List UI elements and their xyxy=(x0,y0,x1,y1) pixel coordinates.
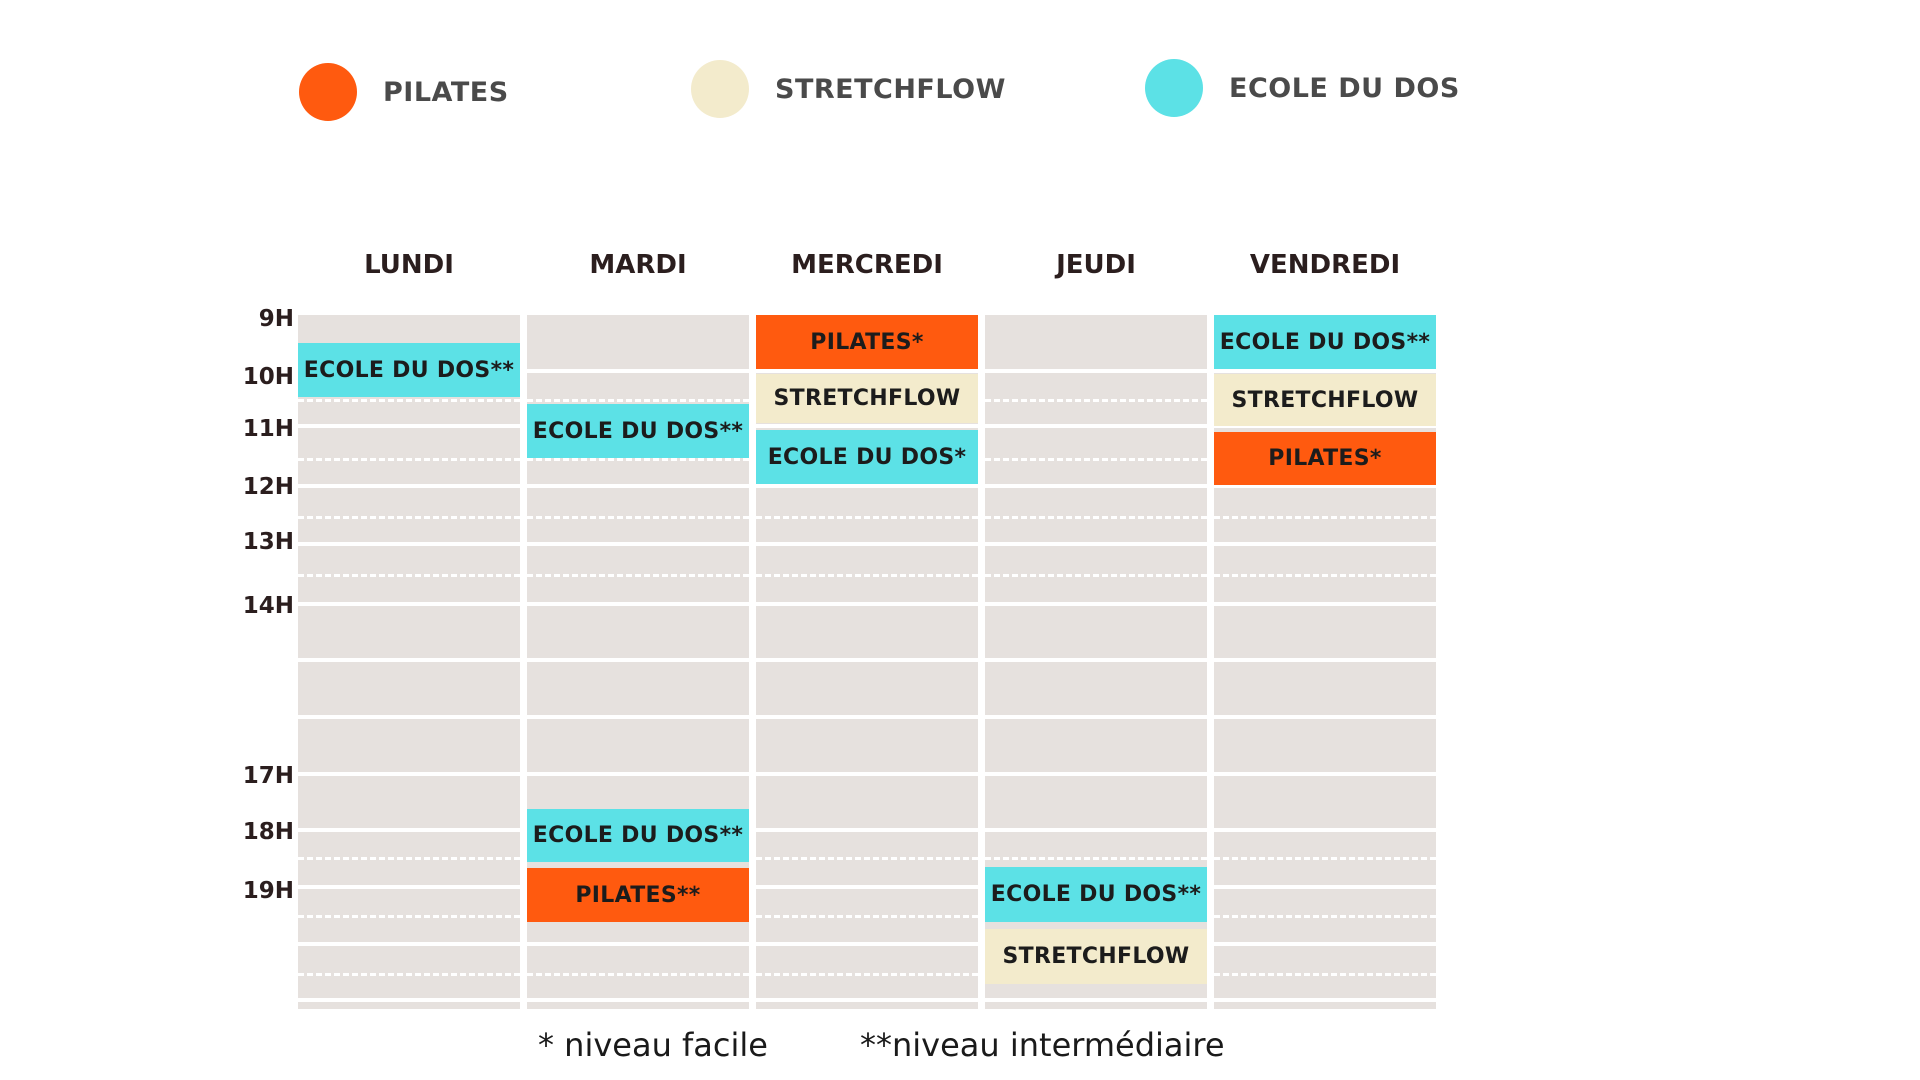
event-label: STRETCHFLOW xyxy=(1231,387,1419,413)
legend-ecole-du-dos-label: ECOLE DU DOS xyxy=(1229,72,1460,104)
event-label: STRETCHFLOW xyxy=(1002,944,1190,969)
event-vendredi-stretchflow[interactable]: STRETCHFLOW xyxy=(1214,374,1436,426)
event-label: PILATES* xyxy=(1268,446,1382,471)
event-mardi-pilates[interactable]: PILATES** xyxy=(527,868,749,922)
day-header-jeudi: JEUDI xyxy=(1056,250,1136,280)
day-column-vendredi: ECOLE DU DOS** STRETCHFLOW PILATES* xyxy=(1214,315,1436,1009)
event-label: ECOLE DU DOS** xyxy=(532,418,744,444)
event-mardi-ecole-du-dos-morning[interactable]: ECOLE DU DOS** xyxy=(527,404,749,458)
hour-label-19h: 19H xyxy=(242,878,294,904)
legend-ecole-du-dos: ECOLE DU DOS xyxy=(1145,59,1460,117)
hour-label-11h: 11H xyxy=(242,416,294,442)
event-label: PILATES* xyxy=(810,329,924,355)
hour-label-10h: 10H xyxy=(242,364,294,390)
legend-stretchflow: STRETCHFLOW xyxy=(691,60,1006,118)
legend-stretchflow-dot xyxy=(691,60,749,118)
legend-ecole-du-dos-dot xyxy=(1145,59,1203,117)
hour-label-13h: 13H xyxy=(242,529,294,555)
hour-label-12h: 12H xyxy=(242,474,294,500)
footnote-intermediate: **niveau intermédiaire xyxy=(860,1026,1225,1064)
event-label: PILATES** xyxy=(575,882,701,908)
event-mardi-ecole-du-dos-evening[interactable]: ECOLE DU DOS** xyxy=(527,809,749,862)
event-mercredi-pilates[interactable]: PILATES* xyxy=(756,315,978,369)
event-mercredi-stretchflow[interactable]: STRETCHFLOW xyxy=(756,374,978,423)
event-label: ECOLE DU DOS** xyxy=(990,882,1202,907)
event-vendredi-pilates[interactable]: PILATES* xyxy=(1214,432,1436,485)
hour-label-17h: 17H xyxy=(242,763,294,789)
day-header-lundi: LUNDI xyxy=(364,250,454,280)
day-header-mercredi: MERCREDI xyxy=(791,250,943,280)
footnote-easy: * niveau facile xyxy=(538,1026,768,1064)
legend-pilates-label: PILATES xyxy=(383,76,509,108)
legend-pilates-dot xyxy=(299,63,357,121)
event-jeudi-stretchflow[interactable]: STRETCHFLOW xyxy=(985,929,1207,984)
event-label: STRETCHFLOW xyxy=(773,386,961,411)
event-label: ECOLE DU DOS** xyxy=(532,823,744,848)
day-column-jeudi: ECOLE DU DOS** STRETCHFLOW xyxy=(985,315,1207,1009)
event-mercredi-ecole-du-dos[interactable]: ECOLE DU DOS* xyxy=(756,430,978,484)
hour-label-14h: 14H xyxy=(242,593,294,619)
event-label: ECOLE DU DOS* xyxy=(767,444,967,470)
day-header-mardi: MARDI xyxy=(589,250,687,280)
day-column-lundi: ECOLE DU DOS** xyxy=(298,315,520,1009)
hour-label-9h: 9H xyxy=(258,306,294,332)
event-label: ECOLE DU DOS** xyxy=(303,357,515,383)
event-jeudi-ecole-du-dos[interactable]: ECOLE DU DOS** xyxy=(985,867,1207,922)
hour-label-18h: 18H xyxy=(242,819,294,845)
event-lundi-ecole-du-dos[interactable]: ECOLE DU DOS** xyxy=(298,343,520,397)
day-header-vendredi: VENDREDI xyxy=(1249,250,1401,280)
day-column-mardi: ECOLE DU DOS** ECOLE DU DOS** PILATES** xyxy=(527,315,749,1009)
legend-pilates: PILATES xyxy=(299,63,509,121)
legend-stretchflow-label: STRETCHFLOW xyxy=(775,73,1006,105)
event-vendredi-ecole-du-dos[interactable]: ECOLE DU DOS** xyxy=(1214,315,1436,369)
day-column-mercredi: PILATES* STRETCHFLOW ECOLE DU DOS* xyxy=(756,315,978,1009)
event-label: ECOLE DU DOS** xyxy=(1219,329,1431,355)
